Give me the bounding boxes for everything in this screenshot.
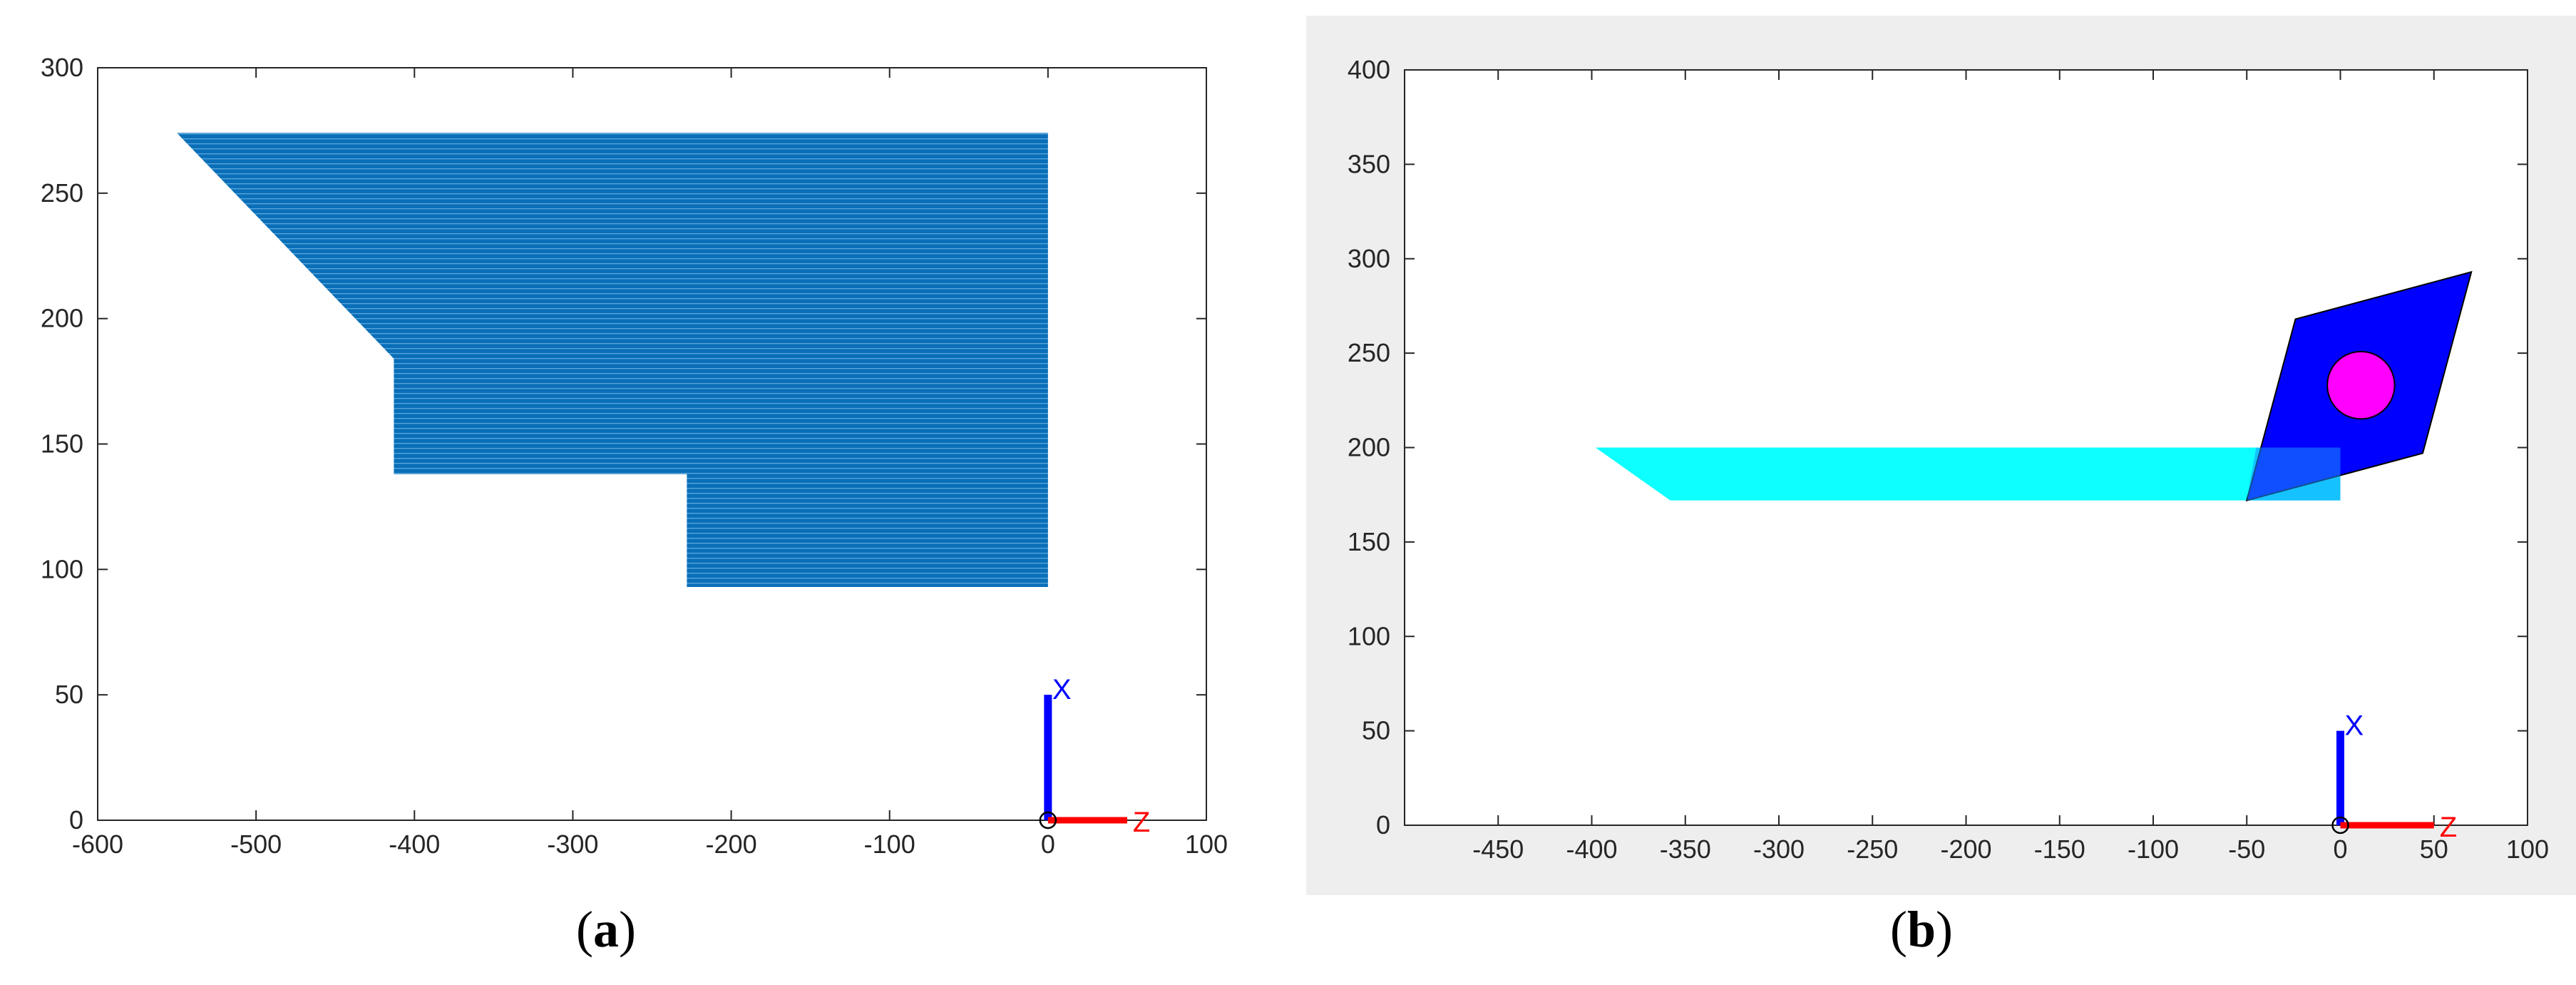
y-tick-label: 200 (1348, 433, 1390, 462)
y-tick-label: 0 (1376, 810, 1390, 839)
caption-b-open: ( (1889, 901, 1907, 958)
triad-z-label: Z (2440, 812, 2457, 843)
x-tick-label: -100 (2128, 835, 2179, 864)
y-tick-label: 150 (41, 429, 83, 459)
caption-a-letter: a (593, 901, 619, 958)
triad-x-label: X (1052, 674, 1072, 705)
caption-b-close: ) (1936, 901, 1953, 958)
magenta-circle (2326, 350, 2396, 420)
y-tick-label: 250 (41, 178, 83, 208)
x-tick-label: 100 (2506, 835, 2549, 864)
x-tick-label: -50 (2228, 835, 2265, 864)
caption-a-open: ( (576, 901, 593, 958)
y-tick-label: 200 (41, 304, 83, 333)
y-tick-label: 400 (1348, 55, 1390, 84)
chart-panel-a: -600 -500 -400 -300 -200 -100 0 100 0 50 100 150 200… (41, 53, 1228, 859)
x-tick-label: -400 (389, 830, 440, 859)
chart-panel-b: -450 -400 -350 -300 -250 -200 -150 -100 -50 0 50 10… (1348, 55, 2549, 864)
x-tick-label: -350 (1660, 835, 1711, 864)
caption-a: (a) (535, 900, 677, 959)
x-tick-label: 100 (1185, 830, 1228, 859)
y-tick-label: 100 (1348, 621, 1390, 650)
y-tick-label: 300 (41, 53, 83, 82)
triad-x-label: X (2345, 710, 2364, 742)
y-tick-label: 350 (1348, 149, 1390, 178)
triad-origin-marker (2331, 816, 2349, 835)
x-tick-label: -250 (1847, 835, 1898, 864)
x-tick-label: -100 (864, 830, 915, 859)
x-tick-label: -200 (706, 830, 757, 859)
x-tick-label: -300 (1753, 835, 1805, 864)
x-tick-label: 0 (1041, 830, 1055, 859)
overlap-region (2247, 447, 2341, 501)
y-tick-label: 0 (69, 805, 83, 835)
x-tick-label: -300 (547, 830, 598, 859)
y-tick-label: 50 (55, 680, 83, 709)
caption-a-close: ) (619, 901, 636, 958)
x-tick-label: 0 (2333, 835, 2347, 864)
caption-b: (b) (1850, 900, 1993, 959)
x-tick-label: -500 (230, 830, 282, 859)
y-tick-label: 50 (1362, 716, 1390, 745)
x-tick-label: 50 (2420, 835, 2448, 864)
x-tick-label: -400 (1566, 835, 1617, 864)
y-tick-label: 100 (41, 554, 83, 583)
x-tick-label: -200 (1940, 835, 1991, 864)
y-tick-label: 250 (1348, 338, 1390, 367)
scan-region-polygon (177, 133, 1048, 587)
caption-b-letter: b (1907, 901, 1936, 958)
cyan-region-polygon (1595, 447, 2341, 501)
x-tick-label: -600 (72, 830, 123, 859)
triad-origin-marker (1039, 811, 1057, 830)
x-tick-label: -450 (1472, 835, 1524, 864)
x-tick-label: -150 (2034, 835, 2085, 864)
y-tick-label: 300 (1348, 244, 1390, 273)
y-tick-label: 150 (1348, 527, 1390, 556)
triad-z-label: Z (1133, 807, 1150, 838)
